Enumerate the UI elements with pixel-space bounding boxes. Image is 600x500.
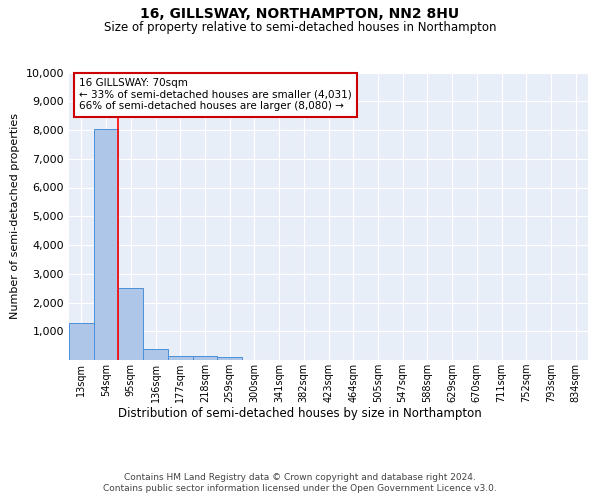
Text: Size of property relative to semi-detached houses in Northampton: Size of property relative to semi-detach… — [104, 21, 496, 34]
Bar — [168, 356, 193, 360]
Text: 16 GILLSWAY: 70sqm
← 33% of semi-detached houses are smaller (4,031)
66% of semi: 16 GILLSWAY: 70sqm ← 33% of semi-detache… — [79, 78, 352, 112]
Bar — [217, 357, 242, 360]
Bar — [143, 349, 168, 360]
Text: Distribution of semi-detached houses by size in Northampton: Distribution of semi-detached houses by … — [118, 408, 482, 420]
Y-axis label: Number of semi-detached properties: Number of semi-detached properties — [10, 114, 20, 320]
Text: Contains public sector information licensed under the Open Government Licence v3: Contains public sector information licen… — [103, 484, 497, 493]
Text: Contains HM Land Registry data © Crown copyright and database right 2024.: Contains HM Land Registry data © Crown c… — [124, 472, 476, 482]
Bar — [193, 356, 217, 360]
Bar — [118, 288, 143, 360]
Text: 16, GILLSWAY, NORTHAMPTON, NN2 8HU: 16, GILLSWAY, NORTHAMPTON, NN2 8HU — [140, 8, 460, 22]
Bar — [69, 322, 94, 360]
Bar — [94, 128, 118, 360]
